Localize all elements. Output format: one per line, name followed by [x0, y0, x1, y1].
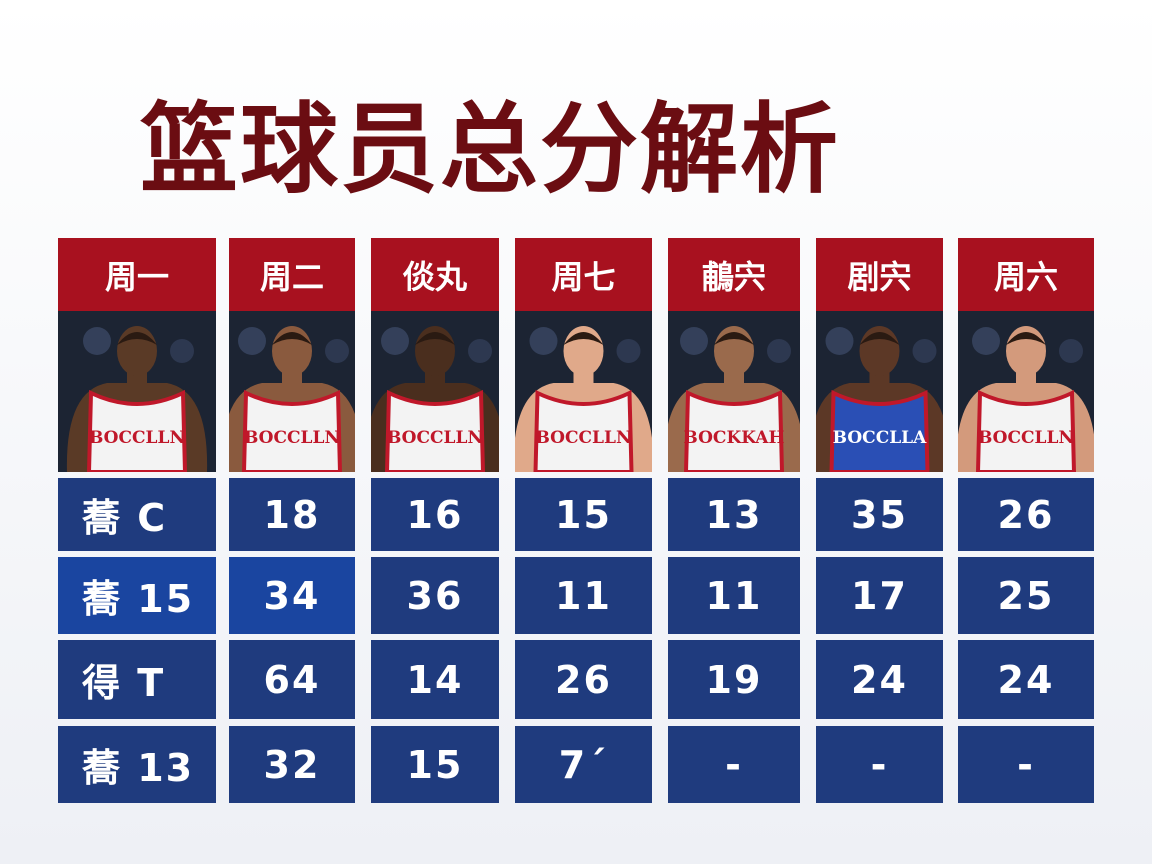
table-cell: -	[668, 726, 800, 803]
player-photo: BOCKKAH	[668, 311, 800, 472]
table-cell: 18	[229, 478, 355, 551]
table-cell: 26	[515, 640, 652, 719]
jersey-text: BOCCLLN	[244, 428, 340, 448]
table-cell: 24	[816, 640, 943, 719]
player-photo: BOCCLLN	[371, 311, 499, 472]
jersey-text: BOCCLLN	[89, 428, 185, 448]
player-photo: BOCCLLN	[958, 311, 1094, 472]
player-image: BOCCLLN	[515, 311, 652, 472]
table-cell: 19	[668, 640, 800, 719]
table-cell: 32	[229, 726, 355, 803]
row-label: 蕎 13	[58, 726, 216, 803]
row-label: 得 T	[58, 640, 216, 719]
title: 篮球员总分解析	[140, 93, 841, 207]
player-photo: BOCCLLN	[229, 311, 355, 472]
table-cell: 7´	[515, 726, 652, 803]
player-image: BOCCLLN	[371, 311, 499, 472]
table-cell: 24	[958, 640, 1094, 719]
table-cell: 11	[668, 557, 800, 634]
table-cell: 13	[668, 478, 800, 551]
jersey-text: BOCCLLA	[833, 428, 927, 448]
jersey-text: BOCCLLN	[387, 428, 483, 448]
column-header: 倓丸	[371, 238, 499, 311]
row-label: 蕎 15	[58, 557, 216, 634]
player-image: BOCCLLN	[58, 311, 216, 472]
column-header: 鵏宍	[668, 238, 800, 311]
table-cell: 14	[371, 640, 499, 719]
jersey-text: BOCCLLN	[536, 428, 632, 448]
column-header: 周二	[229, 238, 355, 311]
table-cell: 15	[515, 478, 652, 551]
player-photo: BOCCLLN	[58, 311, 216, 472]
jersey-text: BOCCLLN	[978, 428, 1074, 448]
table-cell: 25	[958, 557, 1094, 634]
table-cell: 64	[229, 640, 355, 719]
jersey-text: BOCKKAH	[683, 428, 784, 448]
column-header: 周七	[515, 238, 652, 311]
table-cell: 17	[816, 557, 943, 634]
player-image: BOCCLLN	[958, 311, 1094, 472]
player-image: BOCCLLA	[816, 311, 943, 472]
table-cell: 26	[958, 478, 1094, 551]
table-cell: -	[958, 726, 1094, 803]
table-cell: 15	[371, 726, 499, 803]
column-header: 周六	[958, 238, 1094, 311]
row-label: 蕎 C	[58, 478, 216, 551]
player-image: BOCKKAH	[668, 311, 800, 472]
table-cell: 16	[371, 478, 499, 551]
table-cell: 35	[816, 478, 943, 551]
column-header: 剧宍	[816, 238, 943, 311]
column-header: 周一	[58, 238, 216, 311]
player-photo: BOCCLLN	[515, 311, 652, 472]
table-cell: -	[816, 726, 943, 803]
player-photo: BOCCLLA	[816, 311, 943, 472]
table-cell: 36	[371, 557, 499, 634]
player-image: BOCCLLN	[229, 311, 355, 472]
table-cell: 34	[229, 557, 355, 634]
table-cell: 11	[515, 557, 652, 634]
